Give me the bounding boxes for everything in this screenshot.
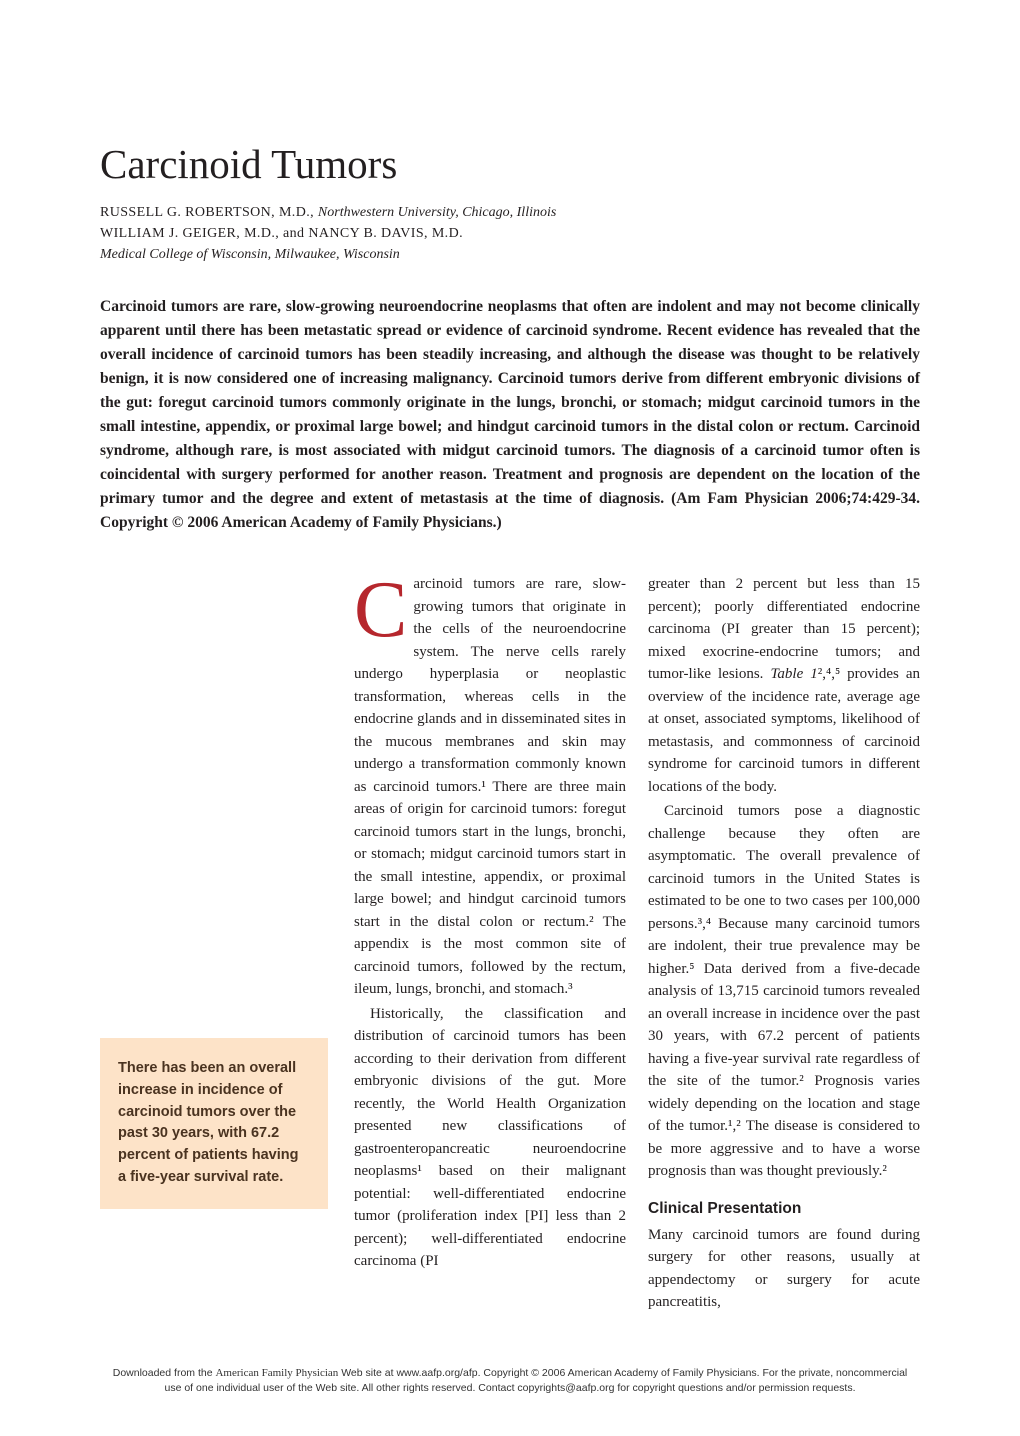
section-heading: Clinical Presentation <box>648 1197 920 1220</box>
paragraph: Many carcinoid tumors are found during s… <box>648 1224 920 1314</box>
text-columns: Carcinoid tumors are rare, slow-growing … <box>354 573 920 1316</box>
footer-text: Web site at www.aafp.org/afp. Copyright … <box>338 1367 907 1379</box>
footer-text: use of one individual user of the Web si… <box>165 1382 856 1394</box>
paragraph: Carcinoid tumors are rare, slow-growing … <box>354 573 626 1001</box>
callout-column: There has been an overall increase in in… <box>100 1038 328 1209</box>
footer-text: Downloaded from the <box>113 1367 216 1379</box>
paragraph: Carcinoid tumors pose a diagnostic chall… <box>648 800 920 1183</box>
authors-block: RUSSELL G. ROBERTSON, M.D., Northwestern… <box>100 202 920 265</box>
journal-name: American Family Physician <box>215 1367 338 1379</box>
author-1-name: RUSSELL G. ROBERTSON, M.D., <box>100 205 318 220</box>
paragraph: greater than 2 percent but less than 15 … <box>648 573 920 798</box>
author-2-3-names: WILLIAM J. GEIGER, M.D., and NANCY B. DA… <box>100 223 920 244</box>
column-1: Carcinoid tumors are rare, slow-growing … <box>354 573 626 1316</box>
drop-cap: C <box>354 573 413 641</box>
paragraph-text: ²,⁴,⁵ provides an overview of the incide… <box>648 666 920 795</box>
abstract: Carcinoid tumors are rare, slow-growing … <box>100 295 920 535</box>
author-1-affiliation: Northwestern University, Chicago, Illino… <box>318 205 556 220</box>
table-reference: Table 1 <box>770 666 817 682</box>
article-title: Carcinoid Tumors <box>100 140 920 188</box>
callout-box: There has been an overall increase in in… <box>100 1038 328 1209</box>
body-section: There has been an overall increase in in… <box>100 573 920 1316</box>
author-2-3-affiliation: Medical College of Wisconsin, Milwaukee,… <box>100 244 920 265</box>
paragraph: Historically, the classification and dis… <box>354 1003 626 1273</box>
column-2: greater than 2 percent but less than 15 … <box>648 573 920 1316</box>
